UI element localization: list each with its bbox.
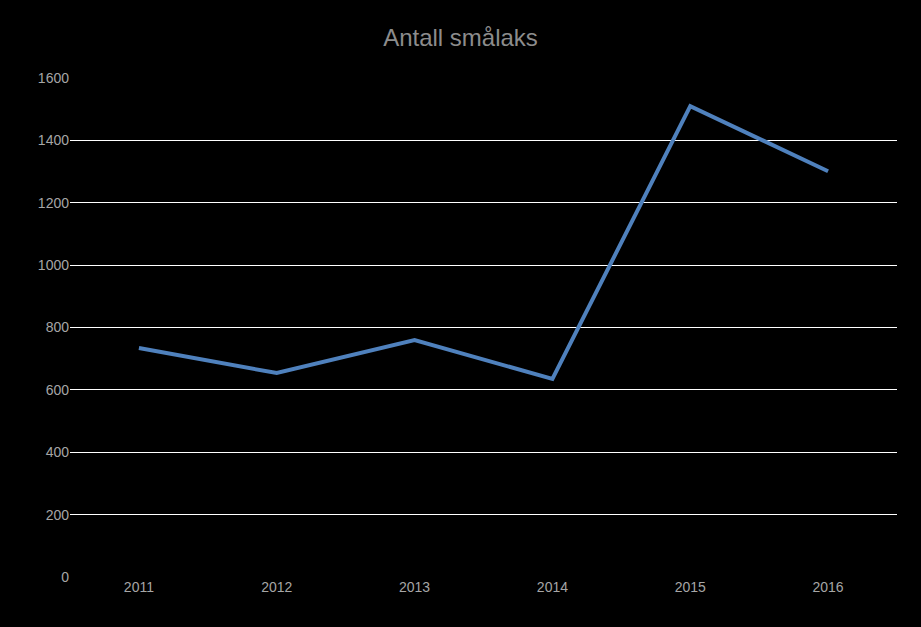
svg-text:600: 600: [46, 382, 70, 398]
svg-text:1600: 1600: [38, 70, 69, 86]
svg-text:0: 0: [61, 569, 69, 585]
svg-text:800: 800: [46, 319, 70, 335]
svg-text:2014: 2014: [537, 579, 568, 595]
svg-text:1400: 1400: [38, 132, 69, 148]
svg-text:Antall smålaks: Antall smålaks: [383, 24, 538, 51]
svg-text:2016: 2016: [813, 579, 844, 595]
svg-text:2011: 2011: [124, 579, 154, 595]
svg-text:1000: 1000: [38, 257, 69, 273]
svg-text:200: 200: [46, 507, 70, 523]
svg-text:2013: 2013: [399, 579, 430, 595]
svg-text:2012: 2012: [261, 579, 292, 595]
svg-text:2015: 2015: [675, 579, 706, 595]
svg-text:1200: 1200: [38, 195, 69, 211]
svg-text:400: 400: [46, 444, 70, 460]
